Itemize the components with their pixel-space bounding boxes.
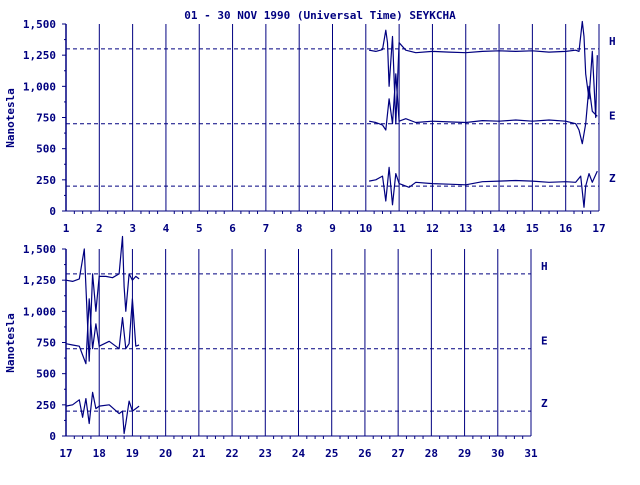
x-tick-label: 18 [93,447,106,460]
y-tick-label: 1,250 [23,49,56,62]
channel-label-z: Z [609,172,616,185]
x-tick-label: 17 [59,447,72,460]
y-tick-label: 750 [36,337,56,350]
x-tick-label: 4 [163,222,170,235]
x-tick-label: 25 [325,447,338,460]
channel-label-z: Z [541,397,548,410]
x-tick-label: 9 [329,222,336,235]
x-tick-label: 2 [96,222,103,235]
x-tick-label: 16 [559,222,573,235]
channel-label-h: H [541,260,548,273]
series-line-z [65,391,140,435]
x-tick-label: 7 [263,222,270,235]
x-tick-label: 14 [492,222,506,235]
series-line-h [368,20,598,125]
x-tick-label: 19 [126,447,139,460]
series-line-e [65,298,140,365]
y-tick-label: 250 [36,174,56,187]
y-tick-label: 1,000 [23,80,56,93]
x-tick-label: 27 [392,447,405,460]
x-tick-label: 20 [159,447,172,460]
series-line-e [368,73,598,145]
x-tick-label: 15 [526,222,539,235]
channel-label-e: E [541,335,548,348]
chart-title: 01 - 30 NOV 1990 (Universal Time) SEYKCH… [184,9,456,22]
x-tick-label: 13 [459,222,472,235]
channel-label-e: E [609,110,616,123]
y-axis-label: Nanotesla [4,313,17,373]
x-tick-label: 3 [129,222,136,235]
x-tick-label: 12 [426,222,439,235]
y-axis-label: Nanotesla [4,88,17,148]
y-tick-label: 1,500 [23,243,56,256]
y-tick-label: 500 [36,143,56,156]
x-tick-label: 28 [425,447,438,460]
channel-label-h: H [609,35,616,48]
series-line-z [368,166,598,208]
x-tick-label: 17 [592,222,605,235]
y-tick-label: 750 [36,112,56,125]
x-tick-label: 24 [292,447,306,460]
x-tick-label: 5 [196,222,203,235]
y-tick-label: 500 [36,368,56,381]
x-tick-label: 26 [358,447,372,460]
x-tick-label: 11 [393,222,407,235]
x-tick-label: 31 [524,447,538,460]
x-tick-label: 22 [225,447,238,460]
panel-2: H E Z 0 250 500 750 1,000 1,250 1,500 17 18 19 20 21 22… [23,235,548,460]
y-tick-label: 0 [49,430,56,443]
y-tick-label: 250 [36,399,56,412]
series-line-h [65,235,140,362]
y-tick-label: 1,500 [23,18,56,31]
x-tick-label: 21 [192,447,206,460]
x-tick-label: 29 [458,447,471,460]
x-tick-label: 30 [491,447,504,460]
x-tick-label: 10 [359,222,372,235]
y-tick-label: 1,250 [23,274,56,287]
x-tick-label: 6 [229,222,236,235]
x-tick-label: 1 [63,222,70,235]
y-tick-label: 0 [49,205,56,218]
x-tick-label: 23 [259,447,272,460]
x-tick-label: 8 [296,222,303,235]
y-tick-label: 1,000 [23,305,56,318]
